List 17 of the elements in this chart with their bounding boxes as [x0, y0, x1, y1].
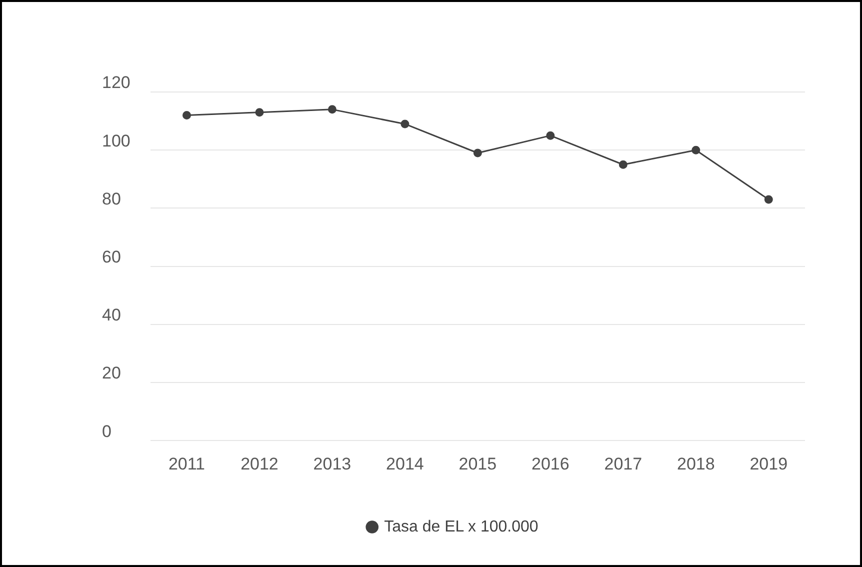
x-tick-label: 2015 [458, 454, 497, 474]
x-tick-label: 2011 [168, 454, 206, 474]
x-tick-label: 2017 [604, 454, 642, 474]
x-tick-label: 2019 [750, 454, 788, 474]
y-tick-label: 60 [102, 247, 121, 266]
y-tick-label: 100 [102, 131, 130, 150]
y-tick-label: 80 [102, 189, 121, 208]
y-tick-label: 40 [102, 306, 121, 325]
legend-label: Tasa de EL x 100.000 [384, 518, 538, 536]
x-tick-label: 2018 [676, 454, 715, 474]
x-tick-label: 2016 [532, 454, 570, 474]
x-tick-label: 2012 [240, 454, 278, 474]
x-tick-label: 2014 [386, 454, 424, 474]
y-tick-label: 0 [102, 422, 112, 441]
x-tick-label: 2013 [313, 454, 352, 474]
y-tick-label: 20 [102, 364, 121, 383]
y-tick-label: 120 [102, 73, 130, 92]
